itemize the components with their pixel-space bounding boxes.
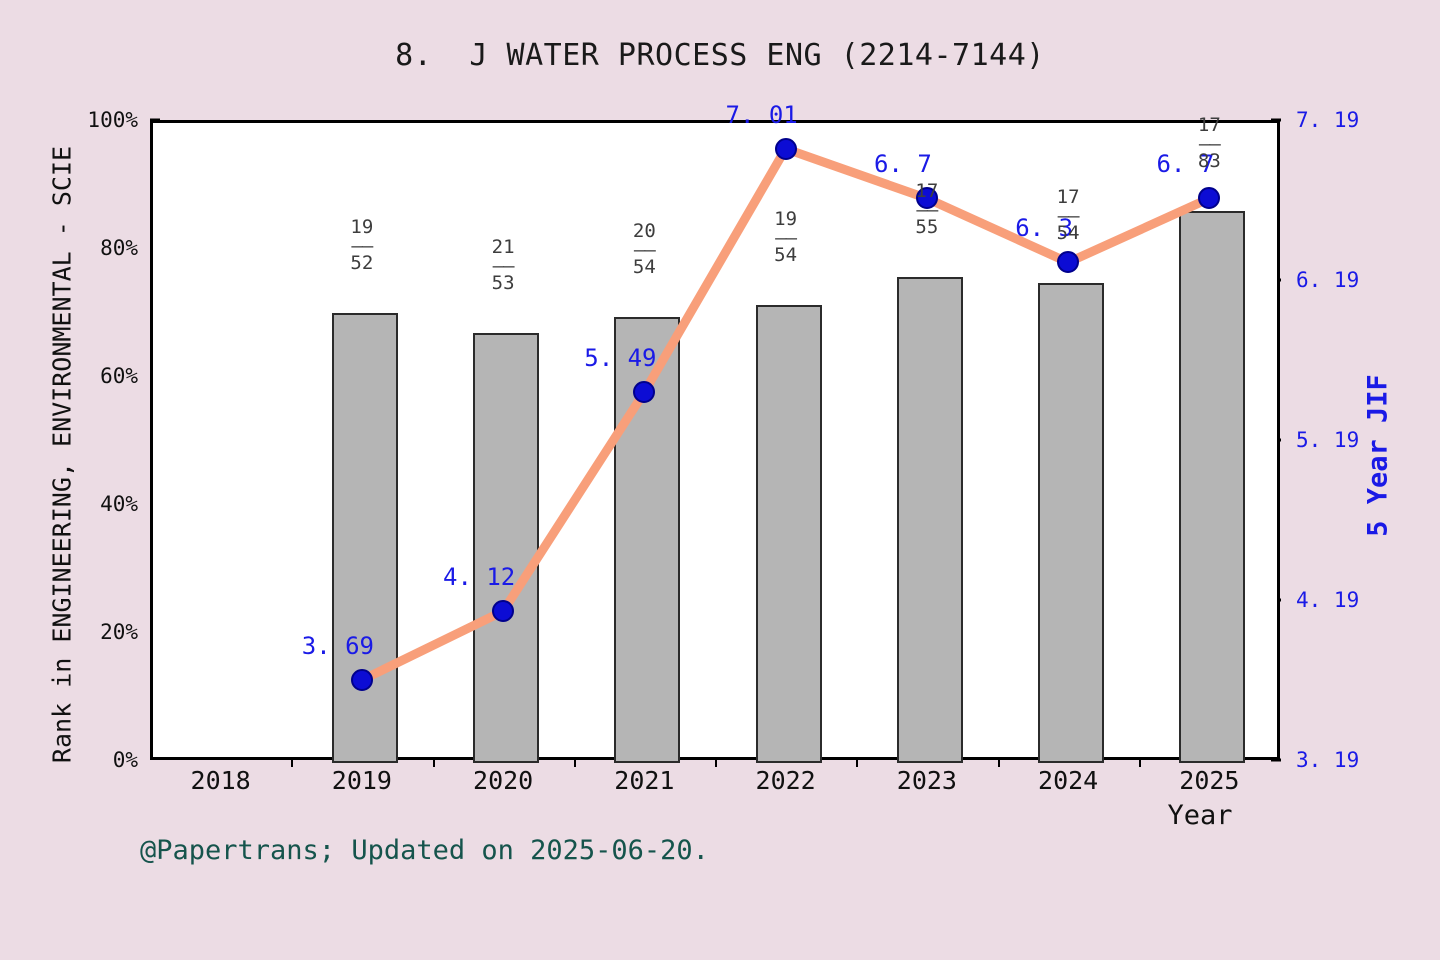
page-title: 8. J WATER PROCESS ENG (2214-7144) (395, 38, 1045, 73)
y-axis-right-tick-label: 6. 19 (1296, 268, 1360, 292)
bar-annotation-rule: —— (916, 198, 938, 221)
bar-annotation-2021: 20 —— 54 (584, 219, 704, 278)
x-axis-tick-label-2023: 2023 (896, 766, 957, 795)
x-axis-tick-mark (856, 758, 859, 767)
bar-annotation-numerator: 19 (774, 208, 798, 231)
footer-note: @Papertrans; Updated on 2025-06-20. (140, 835, 709, 866)
bar-annotation-2023: 17 —— 55 (867, 179, 987, 238)
y-axis-right-tick-label: 3. 19 (1296, 748, 1360, 772)
bar-annotation-denominator: 52 (350, 252, 374, 275)
jif-marker-2025 (1198, 187, 1221, 210)
y-axis-right-tick-label: 5. 19 (1296, 428, 1360, 452)
bar-annotation-rule: —— (1057, 204, 1080, 227)
y-axis-left-tick-label: 60% (100, 364, 138, 388)
bar-annotation-numerator: 17 (915, 179, 939, 202)
bar-annotation-rule: —— (633, 238, 656, 261)
y-axis-left-tick-label: 80% (100, 236, 138, 260)
x-axis-tick-label-2024: 2024 (1038, 766, 1099, 795)
bar-annotation-numerator: 17 (1056, 186, 1080, 208)
bar-annotation-denominator: 83 (1197, 150, 1221, 173)
bar-2022 (755, 305, 822, 763)
jif-label-2024: 6. 3 (1015, 214, 1074, 243)
jif-label-2020: 4. 12 (443, 563, 516, 592)
bar-2024 (1038, 283, 1105, 763)
bar-annotation-rule: —— (775, 227, 797, 250)
bar-annotation-rule: —— (1198, 133, 1221, 156)
bar-annotation-rule: —— (351, 235, 373, 258)
x-axis-tick-mark (715, 758, 717, 767)
jif-marker-2020 (492, 600, 515, 623)
bar-annotation-numerator: 19 (350, 216, 374, 239)
jif-label-2021: 5. 49 (584, 344, 657, 372)
jif-marker-2022 (774, 137, 797, 160)
y-axis-left-label: Rank in ENGINEERING, ENVIRONMENTAL - SCI… (47, 145, 77, 764)
jif-marker-2019 (350, 669, 373, 691)
y-axis-right-label: 5 Year JIF (1362, 374, 1394, 537)
x-axis-tick-label-2019: 2019 (331, 766, 392, 795)
bar-annotation-rule: —— (492, 254, 515, 277)
jif-label-2025: 6. 7 (1156, 150, 1215, 179)
jif-marker-2023 (915, 187, 938, 210)
jif-label-2022: 7. 01 (725, 100, 798, 129)
x-axis-tick-mark (573, 758, 576, 767)
x-axis-tick-mark (432, 758, 435, 767)
jif-marker-2021 (633, 381, 656, 403)
jif-label-2023: 6. 7 (873, 150, 932, 179)
y-axis-right-tick-label: 7. 19 (1296, 108, 1360, 132)
bar-annotation-denominator: 53 (491, 271, 515, 294)
x-axis-tick-label-2021: 2021 (614, 766, 675, 795)
y-axis-left-tick-label: 40% (100, 492, 138, 516)
bar-annotation-numerator: 17 (1197, 114, 1221, 137)
jif-label-2019: 3. 69 (301, 632, 374, 660)
bar-annotation-denominator: 54 (632, 255, 656, 278)
bar-2025 (1179, 211, 1246, 763)
y-axis-left-tick-label: 0% (112, 748, 138, 772)
y-axis-right-tick-label: 4. 19 (1296, 588, 1360, 612)
x-axis-tick-label-2022: 2022 (755, 766, 816, 795)
bar-annotation-2020: 21 —— 53 (443, 235, 563, 294)
jif-marker-2024 (1057, 251, 1080, 274)
bar-annotation-denominator: 54 (1056, 222, 1080, 245)
x-axis-tick-mark (1138, 758, 1141, 767)
x-axis-tick-label-2018: 2018 (190, 766, 251, 795)
bar-annotation-2019: 19 —— 52 (302, 216, 422, 275)
bar-annotation-2024: 17 —— 54 (1008, 186, 1128, 245)
plot-area (150, 120, 1280, 763)
bar-annotation-2025: 17 —— 83 (1149, 114, 1269, 173)
x-axis-tick-mark (291, 758, 294, 767)
bar-annotation-2022: 19 —— 54 (726, 208, 846, 267)
bar-annotation-numerator: 21 (491, 235, 515, 258)
y-axis-left-tick-label: 20% (100, 620, 138, 644)
x-axis-tick-mark (997, 758, 1000, 767)
bar-2023 (896, 276, 963, 763)
bar-2020 (473, 332, 540, 763)
y-axis-right-tick-mark (1271, 758, 1281, 762)
y-axis-left-tick-label: 100% (87, 108, 138, 132)
x-axis-label: Year (1167, 800, 1233, 831)
bar-annotation-denominator: 55 (915, 215, 939, 238)
x-axis-tick-label-2025: 2025 (1179, 766, 1240, 795)
bar-annotation-numerator: 20 (632, 219, 656, 242)
x-axis-tick-label-2020: 2020 (473, 766, 534, 795)
bar-annotation-denominator: 54 (774, 244, 798, 267)
